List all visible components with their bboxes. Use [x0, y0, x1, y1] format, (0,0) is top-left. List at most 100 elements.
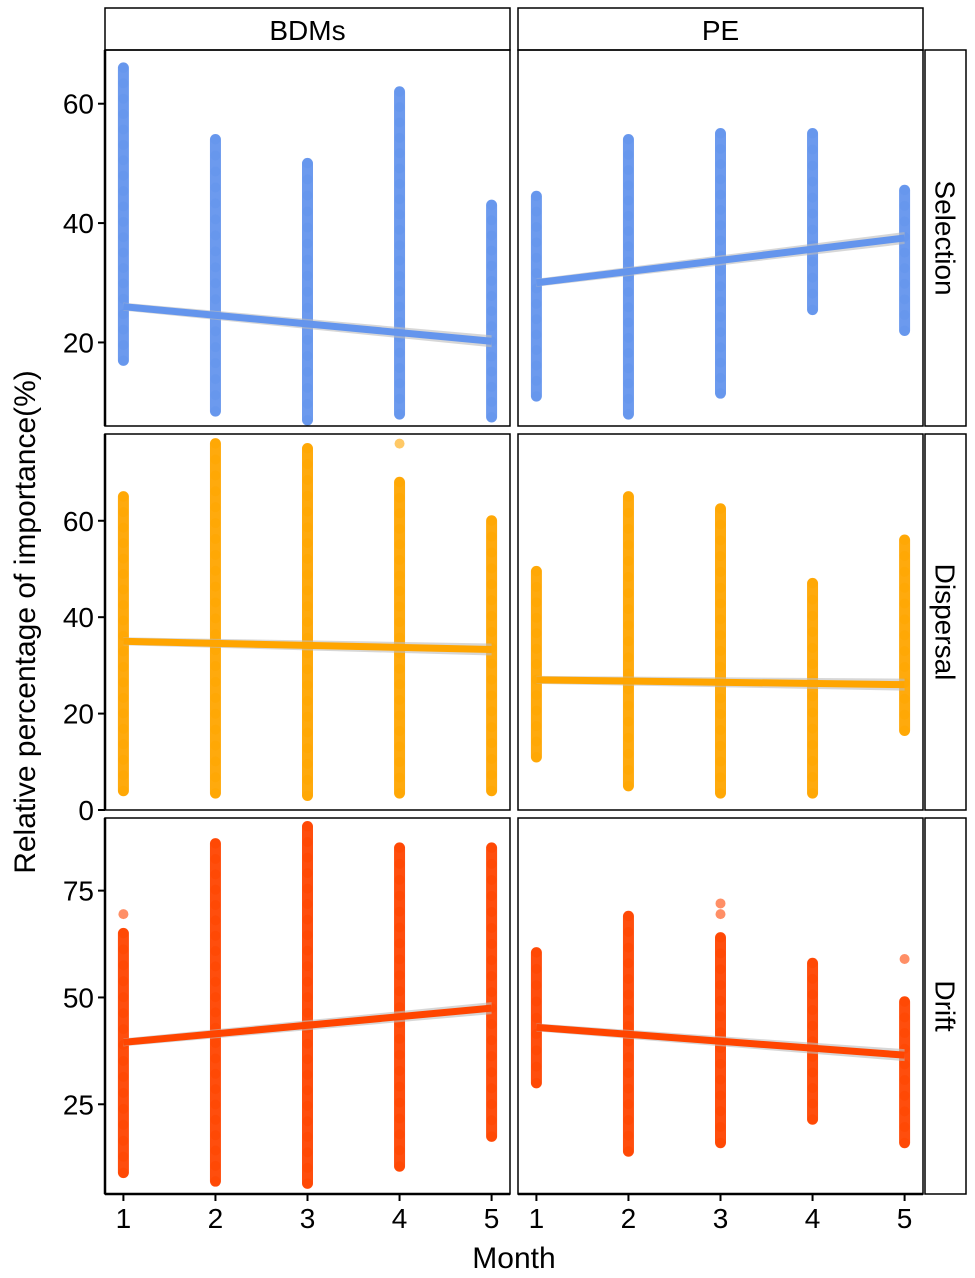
- data-point: [302, 334, 313, 345]
- y-axis-title: Relative percentage of importance(%): [9, 370, 42, 874]
- data-point: [394, 194, 405, 205]
- data-point: [210, 930, 221, 941]
- y-tick-label: 75: [63, 876, 94, 907]
- data-point: [807, 272, 818, 283]
- data-point: [394, 209, 405, 220]
- data-point: [899, 1106, 910, 1117]
- data-point: [807, 1020, 818, 1031]
- data-point: [531, 298, 542, 309]
- data-point: [486, 769, 497, 780]
- data-point: [302, 992, 313, 1003]
- data-point: [486, 215, 497, 226]
- data-point: [623, 780, 634, 791]
- data-point: [394, 954, 405, 965]
- data-point: [715, 342, 726, 353]
- data-point: [807, 1067, 818, 1078]
- data-point: [118, 785, 129, 796]
- x-tick-label: 1: [529, 1203, 545, 1234]
- data-point: [302, 286, 313, 297]
- data-point: [715, 948, 726, 959]
- data-point: [899, 582, 910, 593]
- data-point: [807, 626, 818, 637]
- data-point: [531, 1045, 542, 1056]
- data-point: [118, 992, 129, 1003]
- data-point: [623, 636, 634, 647]
- data-point: [807, 192, 818, 203]
- y-tick-label: 60: [63, 506, 94, 537]
- data-point: [302, 398, 313, 409]
- data-point: [807, 1114, 818, 1125]
- data-point: [394, 286, 405, 297]
- data-point: [118, 309, 129, 320]
- data-point: [715, 128, 726, 139]
- panel-marks: [117, 821, 498, 1189]
- data-point: [394, 874, 405, 885]
- data-point: [807, 707, 818, 718]
- data-point: [623, 1067, 634, 1078]
- data-point: [394, 1065, 405, 1076]
- column-strips: BDMs PE: [104, 7, 924, 51]
- data-point: [394, 148, 405, 159]
- data-point: [715, 566, 726, 577]
- data-point: [210, 166, 221, 177]
- data-point: [302, 1038, 313, 1049]
- data-point: [118, 770, 129, 781]
- column-strip-label: BDMs: [269, 15, 345, 46]
- data-point: [715, 1027, 726, 1038]
- data-point: [302, 415, 313, 426]
- data-point: [531, 345, 542, 356]
- data-point: [118, 522, 129, 533]
- data-point: [394, 163, 405, 174]
- data-point: [210, 629, 221, 640]
- x-tick-label: 4: [805, 1203, 821, 1234]
- data-point: [807, 691, 818, 702]
- data-point: [623, 1020, 634, 1031]
- data-point: [531, 566, 542, 577]
- data-point: [210, 565, 221, 576]
- data-point: [623, 1036, 634, 1047]
- data-point: [715, 932, 726, 943]
- data-point: [715, 327, 726, 338]
- data-point: [210, 961, 221, 972]
- data-point: [531, 736, 542, 747]
- data-point: [807, 755, 818, 766]
- data-point: [486, 738, 497, 749]
- data-point: [394, 363, 405, 374]
- data-point: [623, 523, 634, 534]
- data-point: [623, 241, 634, 252]
- data-point: [715, 614, 726, 625]
- data-point: [623, 409, 634, 420]
- data-point: [302, 1069, 313, 1080]
- data-point: [302, 1100, 313, 1111]
- data-point: [807, 642, 818, 653]
- data-point: [394, 986, 405, 997]
- data-point: [486, 531, 497, 542]
- trend-line: [123, 1004, 492, 1046]
- trend-line: [536, 676, 905, 689]
- data-point: [531, 963, 542, 974]
- data-point: [486, 290, 497, 301]
- data-point: [486, 260, 497, 271]
- data-point: [394, 347, 405, 358]
- data-point: [531, 1077, 542, 1088]
- data-point: [899, 1122, 910, 1133]
- data-point: [394, 617, 405, 628]
- data-point: [623, 1083, 634, 1094]
- data-point: [118, 355, 129, 366]
- data-point: [807, 144, 818, 155]
- row-strip-box: [924, 49, 967, 427]
- data-point: [899, 630, 910, 641]
- trend-line: [123, 303, 492, 345]
- data-point: [394, 586, 405, 597]
- data-point: [394, 86, 405, 97]
- data-point: [486, 939, 497, 950]
- data-point: [394, 539, 405, 550]
- data-point: [486, 626, 497, 637]
- data-point: [302, 1085, 313, 1096]
- data-point: [715, 281, 726, 292]
- data-point: [623, 911, 634, 922]
- data-point: [807, 659, 818, 670]
- data-point: [899, 693, 910, 704]
- data-point: [807, 958, 818, 969]
